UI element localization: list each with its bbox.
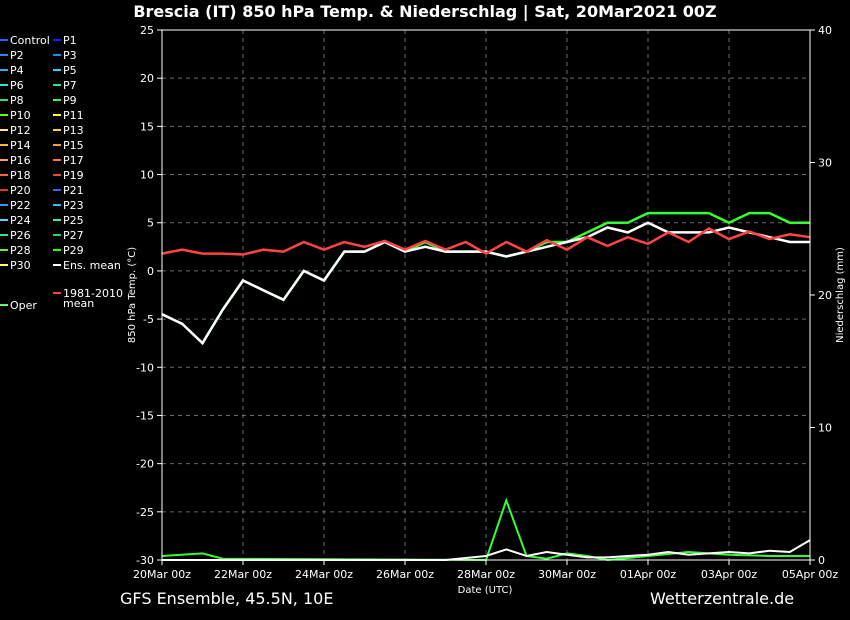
- x-tick-label: 22Mar 00z: [214, 568, 272, 581]
- plot-frame: [161, 29, 811, 561]
- legend-label: P22: [10, 199, 31, 212]
- y-tick-label: 0: [147, 265, 154, 278]
- legend-label: P8: [10, 94, 24, 107]
- x-tick-label: 03Apr 00z: [701, 568, 758, 581]
- y-tick-label: -10: [136, 361, 154, 374]
- y-tick-label: 25: [140, 24, 154, 37]
- legend-label: P4: [10, 64, 24, 77]
- legend-label: P9: [63, 94, 77, 107]
- footer-model-info: GFS Ensemble, 45.5N, 10E: [120, 589, 334, 608]
- y-tick-label: 15: [140, 120, 154, 133]
- x-tick-label: 28Mar 00z: [457, 568, 515, 581]
- x-tick-label: 20Mar 00z: [133, 568, 191, 581]
- x-tick-label: 26Mar 00z: [376, 568, 434, 581]
- legend-label: P13: [63, 124, 84, 137]
- legend-label: P2: [10, 49, 24, 62]
- legend-label: P14: [10, 139, 31, 152]
- legend-label: P17: [63, 154, 84, 167]
- y-tick-label: -30: [136, 554, 154, 567]
- series-line-1981-2010-mean: [161, 227, 811, 256]
- y-axis-label: 850 hPa Temp. (°C): [127, 247, 138, 343]
- legend-label: P25: [63, 214, 84, 227]
- legend-label: P20: [10, 184, 31, 197]
- temperature-lines: [161, 211, 811, 346]
- y-tick-label: 20: [140, 72, 154, 85]
- legend-label: P6: [10, 79, 24, 92]
- footer-source: Wetterzentrale.de: [650, 589, 795, 608]
- legend-label: Control: [10, 34, 50, 47]
- legend-label: P26: [10, 229, 31, 242]
- legend-label: P11: [63, 109, 84, 122]
- legend-label: P23: [63, 199, 84, 212]
- y2-tick-label: 20: [818, 289, 832, 302]
- legend-label: P30: [10, 259, 31, 272]
- legend-label: P27: [63, 229, 84, 242]
- legend-label: P29: [63, 244, 84, 257]
- legend-label: P16: [10, 154, 31, 167]
- legend-label: 1981-2010 mean: [63, 287, 123, 310]
- legend-label: P5: [63, 64, 77, 77]
- legend-label: P18: [10, 169, 31, 182]
- legend-label: P24: [10, 214, 31, 227]
- y2-tick-label: 0: [818, 554, 825, 567]
- y-tick-label: -5: [143, 313, 154, 326]
- legend-label: P28: [10, 244, 31, 257]
- legend: Control P1 P2 P3 P4 P5 P6 P7 P8 P9 P10 P11 P12 P13 P14…: [0, 34, 123, 312]
- precip-line-ens-mean: [162, 539, 811, 561]
- y-tick-label: 5: [147, 217, 154, 230]
- y2-tick-label: 10: [818, 422, 832, 435]
- y2-axis-label: Niederschlag (mm): [835, 247, 846, 343]
- x-tick-label: 01Apr 00z: [620, 568, 677, 581]
- legend-label: P3: [63, 49, 77, 62]
- y-tick-label: -15: [136, 409, 154, 422]
- legend-label: P12: [10, 124, 31, 137]
- y2-tick-label: 30: [818, 157, 832, 170]
- legend-label: P15: [63, 139, 84, 152]
- legend-label: Ens. mean: [63, 259, 121, 272]
- x-tick-label: 05Apr 00z: [782, 568, 839, 581]
- legend-label: P21: [63, 184, 84, 197]
- grid: [162, 29, 810, 561]
- legend-label: P1: [63, 34, 77, 47]
- legend-label: P19: [63, 169, 84, 182]
- x-tick-label: 24Mar 00z: [295, 568, 353, 581]
- legend-label: P10: [10, 109, 31, 122]
- legend-label: P7: [63, 79, 77, 92]
- chart-title: Brescia (IT) 850 hPa Temp. & Niederschla…: [133, 2, 716, 22]
- x-axis-label: Date (UTC): [458, 585, 513, 596]
- precipitation-layer: [161, 497, 811, 562]
- y-tick-label: -20: [136, 458, 154, 471]
- x-tick-label: 30Mar 00z: [538, 568, 596, 581]
- y-tick-label: -25: [136, 506, 154, 519]
- y2-tick-label: 40: [818, 24, 832, 37]
- legend-label: Oper: [10, 299, 37, 312]
- y-tick-label: 10: [140, 169, 154, 182]
